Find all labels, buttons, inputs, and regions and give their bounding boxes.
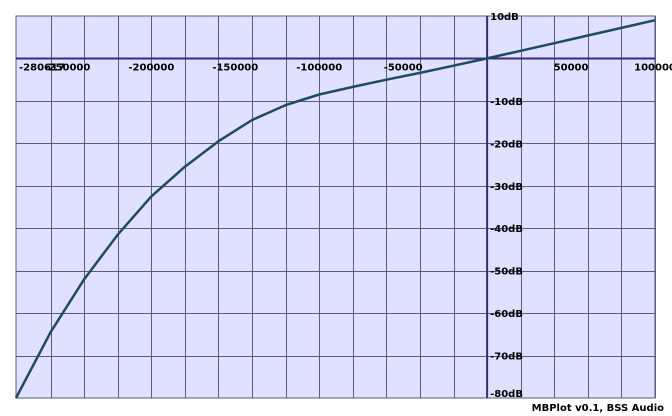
y-tick-label: -70dB bbox=[490, 352, 523, 363]
y-tick-label: -60dB bbox=[490, 309, 523, 320]
y-tick-label: -40dB bbox=[490, 224, 523, 235]
x-tick-label: -200000 bbox=[128, 62, 174, 73]
x-tick-label: -50000 bbox=[384, 62, 423, 73]
x-tick-label: 100000 bbox=[634, 62, 672, 73]
series-line bbox=[14, 18, 656, 399]
plot-background bbox=[15, 15, 656, 399]
credit-label: MBPlot v0.1, BSS Audio bbox=[531, 403, 664, 414]
x-tick-label: -250000 bbox=[44, 62, 90, 73]
y-tick-label: -10dB bbox=[490, 97, 523, 108]
x-tick-label: -150000 bbox=[212, 62, 258, 73]
y-tick-label: -80dB bbox=[490, 389, 523, 400]
y-tick-label: -30dB bbox=[490, 182, 523, 193]
y-tick-label: 10dB bbox=[490, 12, 519, 23]
x-tick-label: -100000 bbox=[296, 62, 342, 73]
y-tick-label: -20dB bbox=[490, 139, 523, 150]
y-tick-label: -50dB bbox=[490, 267, 523, 278]
x-tick-label: 50000 bbox=[554, 62, 589, 73]
x-tick-label-min: -280617 bbox=[19, 62, 65, 73]
